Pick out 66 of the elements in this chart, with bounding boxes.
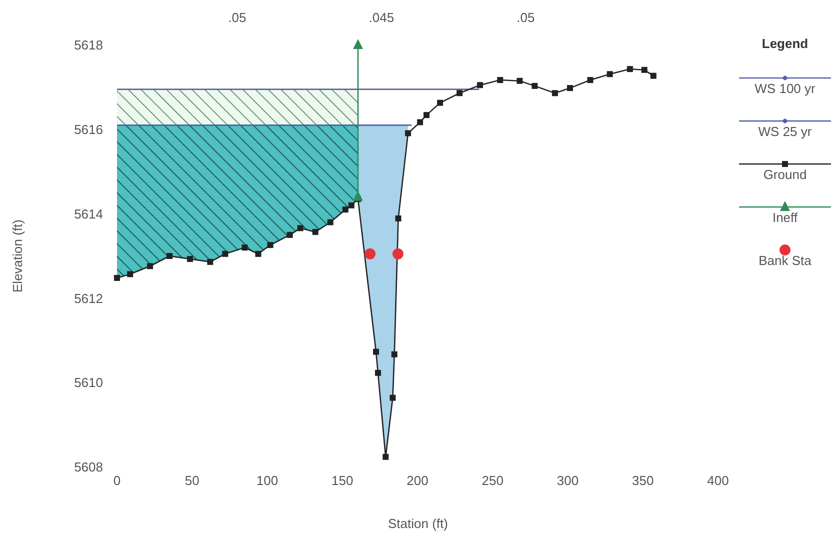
point: [342, 206, 348, 213]
point: [437, 100, 444, 106]
x-tick-label: 400: [707, 473, 729, 488]
point: [641, 66, 648, 73]
point: [312, 228, 318, 235]
legend-label: Bank Sta: [758, 253, 812, 268]
x-tick-label: 0: [113, 473, 121, 488]
point: [567, 85, 574, 92]
y-tick-label: 5618: [74, 38, 103, 53]
x-tick-label: 200: [406, 473, 428, 488]
point: [374, 370, 381, 376]
legend-title: Legend: [762, 36, 808, 51]
point: [456, 90, 463, 96]
point: [297, 225, 304, 232]
point: [516, 78, 523, 84]
y-tick-label: 5616: [74, 122, 103, 137]
point: [207, 258, 214, 265]
point: [267, 242, 274, 248]
legend-label: Ground: [763, 167, 807, 182]
point: [392, 248, 404, 260]
point: [373, 348, 380, 355]
x-tick-label: 150: [332, 473, 354, 488]
x-tick-label: 100: [256, 473, 278, 488]
y-tick-label: 5612: [74, 290, 103, 306]
point: [477, 82, 484, 88]
point: [405, 130, 412, 136]
y-tick-label: 5614: [74, 206, 103, 222]
point: [395, 215, 402, 222]
y-tick-label: 5610: [74, 375, 103, 390]
point: [587, 77, 594, 84]
x-tick-label: 350: [632, 473, 654, 488]
point: [552, 90, 558, 96]
point: [417, 119, 424, 126]
x-tick-label: 250: [482, 473, 504, 488]
point: [626, 66, 633, 72]
text: .05: [228, 10, 246, 25]
text: .045: [368, 10, 394, 25]
point: [390, 394, 396, 401]
point: [391, 351, 398, 358]
point: [382, 454, 389, 460]
x-axis-title: Station (ft): [388, 516, 448, 531]
point: [497, 77, 504, 84]
legend-label: WS 25 yr: [758, 124, 812, 139]
point: [255, 250, 262, 257]
y-axis-title: Elevation (ft): [10, 220, 25, 292]
point: [364, 248, 376, 260]
legend-label: WS 100 yr: [754, 81, 816, 96]
point: [348, 202, 354, 208]
point: [286, 232, 293, 238]
x-tick-label: 300: [556, 473, 579, 488]
point: [424, 112, 430, 118]
point: [222, 250, 228, 257]
y-tick-label: 5608: [74, 460, 103, 475]
point: [127, 271, 134, 278]
point: [242, 244, 248, 251]
point: [187, 256, 194, 262]
point: [166, 253, 173, 259]
point: [606, 71, 613, 78]
text: .05: [516, 10, 535, 25]
point: [114, 274, 120, 281]
x-tick-label: 50: [184, 473, 200, 488]
legend-label: Ineff: [772, 210, 798, 225]
point: [532, 82, 538, 89]
point: [650, 72, 656, 79]
point: [147, 263, 154, 270]
point: [327, 219, 334, 226]
